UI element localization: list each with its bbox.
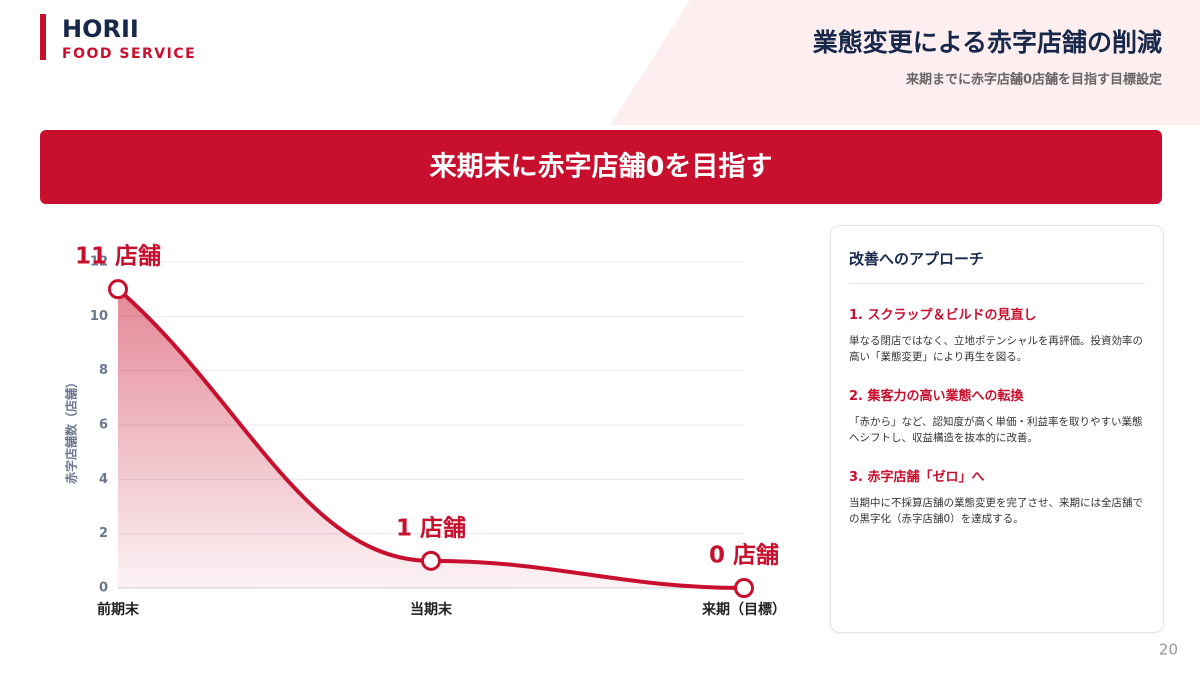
point <box>421 550 441 571</box>
item-body: 単なる閉店ではなく、立地ポテンシャルを再評価。投資効率の高い「業態変更」により再… <box>849 335 1143 363</box>
value-label: 1 店舗 <box>396 515 466 541</box>
item-body: 当期中に不採算店舗の業態変更を完了させ、来期には全店舗での黒字化（赤字店舗0）を… <box>849 497 1143 525</box>
y-tick-label: 0 <box>99 581 108 596</box>
line <box>116 287 745 590</box>
point <box>108 279 128 300</box>
point <box>734 578 754 598</box>
x-tick-label: 前期末 <box>97 601 140 618</box>
page-number: 20 <box>1159 641 1178 659</box>
bg-shape <box>610 0 1200 125</box>
brand-sub: FOOD SERVICE <box>62 46 196 62</box>
y-tick-label: 12 <box>90 255 108 270</box>
subtitle: 来期までに赤字店舗0店舗を目指す目標設定 <box>905 72 1162 88</box>
item-body: 「赤から」など、認知度が高く単価・利益率を取りやすい業態へシフトし、収益構造を抜… <box>849 416 1143 444</box>
y-axis-label: 赤字店舗数（店舗） <box>64 376 79 484</box>
x-tick-label: 来期（目標） <box>701 601 786 618</box>
y-tick-label: 6 <box>99 418 108 433</box>
item-title: 3. 赤字店舗「ゼロ」へ <box>849 470 985 485</box>
value-label: 11 店舗 <box>75 244 161 270</box>
panel-items: 1. スクラップ＆ビルドの見直し単なる閉店ではなく、立地ポテンシャルを再評価。投… <box>849 304 1145 527</box>
title: 業態変更による赤字店舗の削減 <box>813 28 1162 57</box>
chart: 0 2 4 6 8 10 12 前期末 当期末 来期（目標） 11 店舗 1 店舗 0 店舗 <box>75 244 786 618</box>
brand: HORII <box>62 15 139 43</box>
banner <box>40 130 1162 204</box>
y-tick-label: 10 <box>90 309 108 324</box>
y-tick-label: 2 <box>99 526 108 541</box>
y-tick-label: 4 <box>99 472 108 487</box>
area <box>118 289 744 588</box>
panel-title: 改善へのアプローチ <box>849 248 1145 284</box>
approach-panel: 改善へのアプローチ 1. スクラップ＆ビルドの見直し単なる閉店ではなく、立地ポテ… <box>830 225 1164 633</box>
banner-text: 来期末に赤字店舗0を目指す <box>430 151 773 183</box>
item-title: 1. スクラップ＆ビルドの見直し <box>849 308 1037 323</box>
item-title: 2. 集客力の高い業態への転換 <box>849 389 1024 404</box>
logo-bar <box>40 14 46 60</box>
value-label: 0 店舗 <box>709 543 779 569</box>
y-tick-label: 8 <box>99 363 108 378</box>
x-tick-label: 当期末 <box>410 601 453 618</box>
